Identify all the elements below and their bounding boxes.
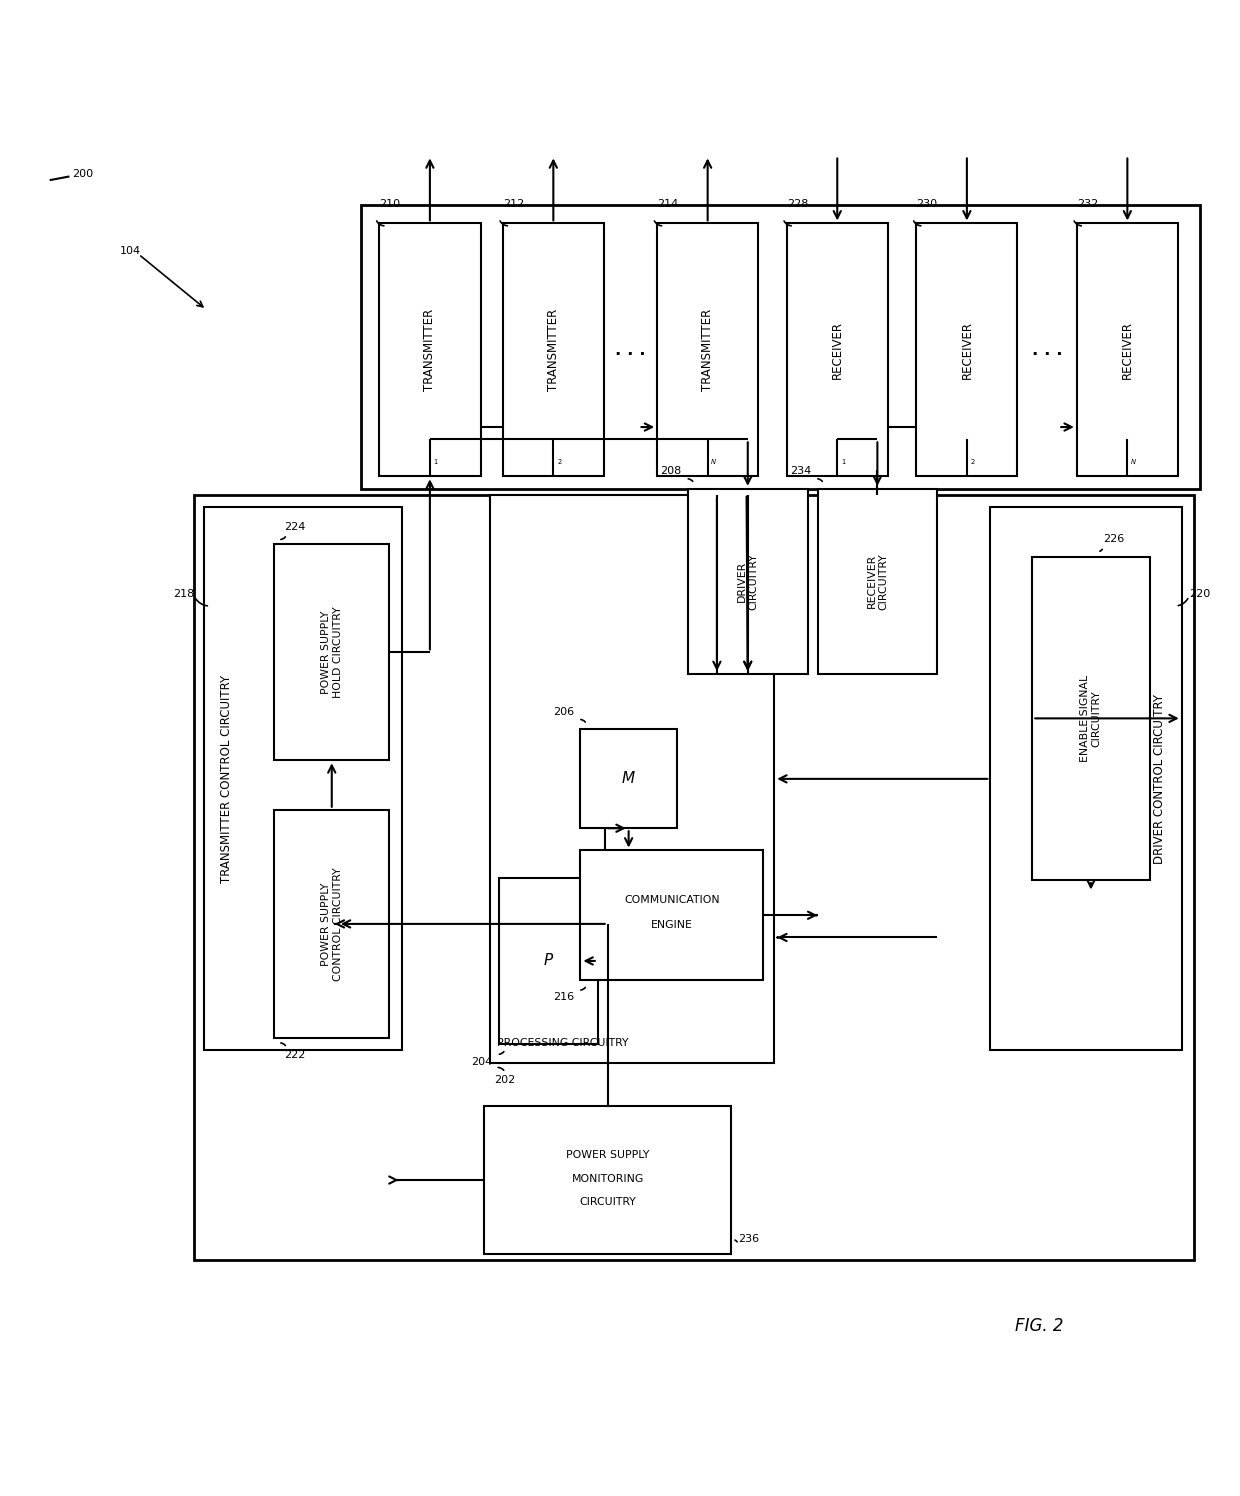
Text: 236: 236: [739, 1234, 760, 1245]
Text: 222: 222: [284, 1050, 305, 1061]
Text: 202: 202: [494, 1076, 516, 1085]
Bar: [916, 223, 1018, 476]
Bar: [274, 809, 389, 1038]
Text: 206: 206: [553, 708, 574, 717]
Text: POWER SUPPLY
CONTROL CIRCUITRY: POWER SUPPLY CONTROL CIRCUITRY: [321, 868, 342, 981]
Text: $_{1}$: $_{1}$: [433, 456, 439, 467]
Bar: [379, 223, 481, 476]
Text: 104: 104: [120, 245, 141, 256]
Text: 218: 218: [172, 589, 195, 598]
Text: M: M: [622, 772, 635, 787]
Bar: [580, 730, 677, 829]
Bar: [580, 850, 763, 980]
Text: 228: 228: [786, 199, 808, 208]
Text: DRIVER
CIRCUITRY: DRIVER CIRCUITRY: [737, 554, 759, 610]
Bar: [786, 223, 888, 476]
Text: 204: 204: [471, 1056, 492, 1067]
Text: ENGINE: ENGINE: [651, 920, 693, 931]
Text: POWER SUPPLY: POWER SUPPLY: [565, 1150, 650, 1161]
Bar: [1076, 223, 1178, 476]
Text: 214: 214: [657, 199, 678, 208]
Bar: [817, 489, 937, 673]
Text: RECEIVER
CIRCUITRY: RECEIVER CIRCUITRY: [867, 554, 888, 610]
Text: 224: 224: [284, 522, 305, 533]
Text: $_{1}$: $_{1}$: [841, 456, 846, 467]
Text: 234: 234: [790, 467, 811, 476]
Text: 230: 230: [916, 199, 937, 208]
Text: FIG. 2: FIG. 2: [1016, 1316, 1064, 1334]
Bar: [205, 507, 402, 1050]
Text: TRANSMITTER: TRANSMITTER: [701, 308, 714, 390]
Text: PROCESSING CIRCUITRY: PROCESSING CIRCUITRY: [496, 1038, 627, 1049]
Text: . . .: . . .: [1032, 341, 1063, 359]
Text: ENABLE SIGNAL
CIRCUITRY: ENABLE SIGNAL CIRCUITRY: [1080, 675, 1102, 761]
Text: RECEIVER: RECEIVER: [831, 320, 843, 378]
Text: DRIVER CONTROL CIRCUITRY: DRIVER CONTROL CIRCUITRY: [1153, 694, 1166, 863]
Bar: [1033, 557, 1149, 880]
Bar: [657, 223, 758, 476]
Text: $_{N}$: $_{N}$: [711, 456, 717, 467]
Bar: [195, 495, 1194, 1260]
Text: . . .: . . .: [615, 341, 646, 359]
Bar: [688, 489, 807, 673]
Bar: [498, 878, 598, 1044]
Text: 232: 232: [1076, 199, 1097, 208]
Text: TRANSMITTER: TRANSMITTER: [547, 308, 559, 390]
Text: 210: 210: [379, 199, 401, 208]
Text: MONITORING: MONITORING: [572, 1174, 644, 1183]
Bar: [484, 1106, 732, 1254]
Bar: [991, 507, 1182, 1050]
Bar: [502, 223, 604, 476]
Text: 226: 226: [1104, 534, 1125, 545]
Bar: [490, 495, 774, 1062]
Text: 220: 220: [1189, 589, 1210, 598]
Text: 212: 212: [502, 199, 525, 208]
Text: 216: 216: [553, 992, 574, 1002]
Text: 208: 208: [661, 467, 682, 476]
Text: RECEIVER: RECEIVER: [960, 320, 973, 378]
Text: CIRCUITRY: CIRCUITRY: [579, 1197, 636, 1207]
Text: $_{2}$: $_{2}$: [557, 456, 562, 467]
Text: COMMUNICATION: COMMUNICATION: [624, 896, 719, 905]
Text: P: P: [544, 953, 553, 968]
Text: TRANSMITTER CONTROL CIRCUITRY: TRANSMITTER CONTROL CIRCUITRY: [219, 675, 233, 883]
Text: $_{2}$: $_{2}$: [970, 456, 976, 467]
Bar: [274, 545, 389, 760]
Text: RECEIVER: RECEIVER: [1121, 320, 1133, 378]
Text: POWER SUPPLY
HOLD CIRCUITRY: POWER SUPPLY HOLD CIRCUITRY: [321, 606, 342, 699]
Bar: [361, 205, 1200, 489]
Text: $_{N}$: $_{N}$: [1130, 456, 1137, 467]
Text: 200: 200: [72, 169, 93, 180]
Text: TRANSMITTER: TRANSMITTER: [423, 308, 436, 390]
